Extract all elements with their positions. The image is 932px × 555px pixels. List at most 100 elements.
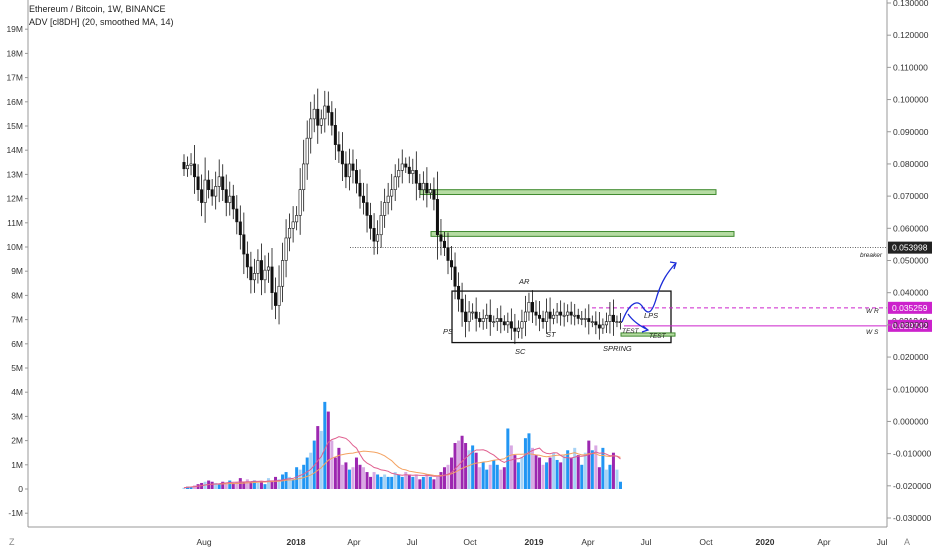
volume-bar — [274, 476, 278, 489]
candle-body — [576, 314, 580, 319]
volume-bar — [326, 411, 330, 489]
candle-body — [538, 314, 542, 319]
candle-body — [509, 321, 513, 329]
candle-body — [386, 195, 390, 203]
candle-body — [464, 311, 468, 322]
candle-body — [481, 318, 485, 322]
zoom-reset-button[interactable]: Z — [9, 537, 15, 547]
candle-body — [594, 321, 598, 326]
volume-bar — [604, 469, 608, 489]
volume-bar — [252, 480, 256, 489]
chart-title: Ethereum / Bitcoin, 1W, BINANCE — [29, 4, 166, 14]
volume-bar — [615, 469, 619, 489]
x-tick-label: 2019 — [525, 537, 544, 547]
volume-bar — [182, 487, 186, 489]
right-tick-label: 0.000000 — [893, 416, 929, 426]
volume-bar — [358, 464, 362, 489]
candle-body — [506, 321, 510, 326]
candle-body — [284, 237, 288, 261]
right-tick-label: 0.070000 — [893, 191, 929, 201]
left-tick-label: 11M — [7, 218, 23, 228]
candle-body — [460, 298, 464, 313]
candle-body — [418, 182, 422, 190]
candle-body — [523, 311, 527, 322]
volume-bar — [362, 467, 366, 489]
candle-body — [566, 311, 570, 316]
candle-body — [207, 179, 211, 190]
candle-body — [196, 176, 200, 190]
candle-body — [587, 318, 591, 322]
x-tick-label: Jul — [641, 537, 652, 547]
volume-bar — [323, 401, 327, 489]
volume-bar — [506, 428, 510, 489]
price-label: 0.029742 — [892, 321, 928, 331]
candle-body — [319, 118, 323, 126]
volume-bar — [432, 479, 436, 489]
volume-ma-lines — [183, 436, 621, 489]
left-tick-label: 2M — [11, 436, 23, 446]
volume-bar — [545, 462, 549, 489]
candle-body — [291, 221, 295, 229]
left-tick-label: -1M — [8, 508, 23, 518]
candle-body — [277, 285, 281, 306]
candle-body — [358, 182, 362, 197]
candle-body — [541, 318, 545, 322]
volume-bar — [474, 452, 478, 489]
right-tick-label: 0.050000 — [893, 256, 929, 266]
candle-body — [193, 163, 197, 178]
volume-bar — [393, 472, 397, 489]
volume-bar — [383, 474, 387, 489]
candle-body — [217, 176, 221, 187]
volume-bar — [516, 462, 520, 489]
volume-bar — [277, 479, 281, 489]
candle-body — [601, 324, 605, 329]
label-ar: AR — [518, 277, 530, 286]
volume-bar — [601, 447, 605, 489]
volume-bar — [467, 450, 471, 489]
candle-body — [442, 240, 446, 248]
candle-body — [534, 311, 538, 316]
x-tick-label: 2018 — [287, 537, 306, 547]
candle-body — [499, 318, 503, 322]
candle-body — [608, 314, 612, 322]
volume-bar — [566, 450, 570, 489]
candle-body — [249, 266, 253, 281]
label-spring: SPRING — [603, 344, 632, 353]
volume-ma-14 — [183, 436, 621, 489]
volume-bar — [407, 474, 411, 489]
volume-bar — [263, 484, 267, 489]
volume-bar — [305, 457, 309, 489]
candle-body — [411, 170, 415, 174]
candle-body — [274, 292, 278, 306]
volume-bar — [499, 469, 503, 489]
volume-bar — [235, 481, 239, 489]
candle-body — [186, 165, 190, 170]
candle-body — [453, 266, 457, 287]
volume-bar — [281, 474, 285, 489]
supply-zone-2 — [430, 231, 735, 237]
left-tick-label: 0 — [18, 484, 23, 494]
volume-bar — [390, 476, 394, 489]
candle-body — [428, 189, 432, 194]
volume-bar — [548, 457, 552, 489]
volume-bar — [319, 430, 323, 489]
candle-body — [235, 208, 239, 223]
candle-body — [569, 311, 573, 316]
left-tick-label: 1M — [11, 460, 23, 470]
volume-bars — [182, 401, 622, 489]
auto-scale-button[interactable]: A — [904, 537, 911, 547]
volume-bar — [365, 472, 369, 489]
candle-body — [400, 163, 404, 171]
candle-body — [200, 189, 204, 203]
right-tick-label: -0.030000 — [893, 513, 932, 523]
volume-bar — [538, 457, 542, 489]
right-tick-label: -0.010000 — [893, 449, 932, 459]
volume-bar — [295, 467, 299, 489]
test-zone — [620, 332, 676, 337]
x-tick-label: Oct — [463, 537, 477, 547]
candle-body — [492, 321, 496, 323]
volume-bar — [435, 476, 439, 489]
volume-ma-20 — [183, 450, 621, 489]
volume-bar — [189, 486, 193, 489]
